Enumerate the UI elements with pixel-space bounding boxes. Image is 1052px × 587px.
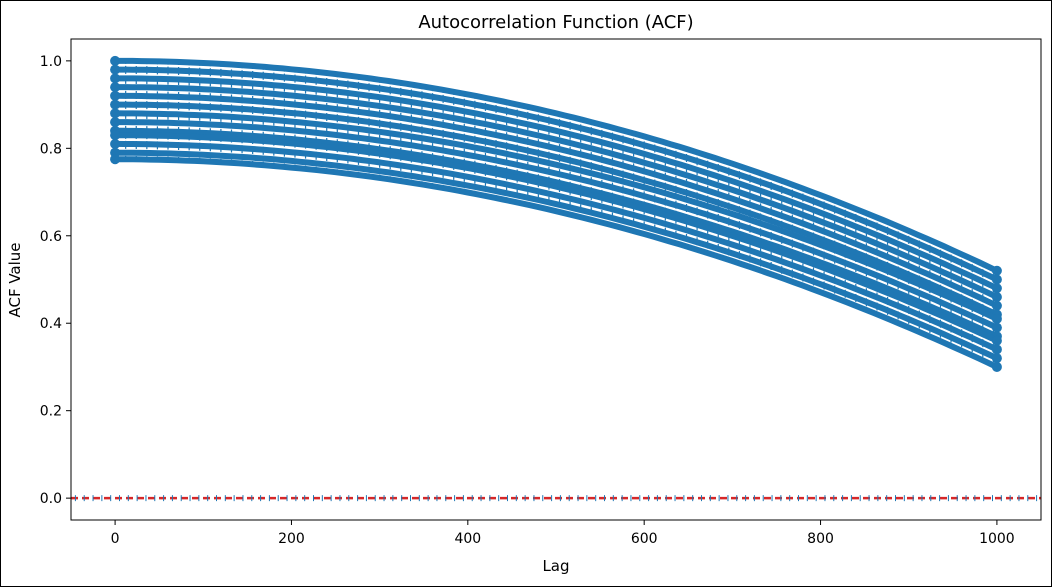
acf-series-line (112, 84, 1000, 300)
acf-start-point (110, 90, 121, 101)
acf-end-point (991, 322, 1002, 333)
acf-series-line (112, 66, 1000, 283)
x-tick-label: 600 (631, 531, 658, 547)
acf-end-point (991, 300, 1002, 311)
y-axis-ticks: 0.0 0.2 0.4 0.6 0.8 1.0 (40, 54, 71, 507)
acf-end-point (991, 283, 1002, 294)
acf-end-point (991, 353, 1002, 364)
acf-series-4 (110, 90, 1002, 311)
acf-series-line (112, 132, 1000, 344)
acf-start-point (110, 154, 121, 165)
acf-start-point (110, 82, 121, 93)
series-layer (110, 55, 1002, 372)
acf-series-line (112, 57, 1000, 274)
acf-series-2 (110, 73, 1002, 294)
acf-series-1 (110, 64, 1002, 285)
y-tick-label: 1.0 (40, 54, 62, 70)
acf-end-point (991, 335, 1002, 346)
x-tick-label: 200 (278, 531, 305, 547)
y-tick-label: 0.0 (40, 491, 62, 507)
acf-start-point (110, 117, 121, 128)
x-tick-label: 400 (454, 531, 481, 547)
x-tick-label: 800 (807, 531, 834, 547)
acf-start-point (110, 55, 121, 66)
acf-series-line (112, 156, 1000, 370)
chart-title: Autocorrelation Function (ACF) (418, 12, 693, 33)
acf-series-line (112, 127, 1000, 340)
acf-start-point (110, 108, 121, 119)
acf-series-line (112, 92, 1000, 309)
acf-start-point (110, 64, 121, 75)
acf-series-line (112, 149, 1000, 362)
acf-start-point (110, 99, 121, 110)
acf-series-line (112, 140, 1000, 353)
acf-series-line (112, 110, 1000, 322)
acf-series-3 (110, 82, 1002, 302)
reference-layer (71, 495, 1041, 502)
acf-end-point (991, 291, 1002, 302)
acf-series-9 (110, 130, 1002, 346)
acf-start-point (110, 130, 121, 141)
acf-end-point (991, 344, 1002, 355)
acf-series-10 (110, 138, 1002, 355)
x-axis-label: Lag (542, 557, 569, 575)
y-tick-label: 0.2 (40, 404, 62, 420)
acf-series-0 (110, 55, 1002, 276)
acf-start-point (110, 73, 121, 84)
y-tick-label: 0.4 (40, 316, 62, 332)
acf-series-line (112, 119, 1000, 331)
y-axis-label: ACF Value (6, 242, 24, 317)
acf-series-7 (110, 117, 1002, 333)
x-axis-ticks: 0 200 400 600 800 1000 (111, 520, 1015, 547)
acf-series-6 (110, 108, 1002, 324)
acf-series-line (112, 75, 1000, 292)
acf-series-line (112, 101, 1000, 318)
x-tick-label: 1000 (979, 531, 1015, 547)
acf-end-point (991, 265, 1002, 276)
y-tick-label: 0.8 (40, 141, 62, 157)
plot-frame (70, 38, 1042, 521)
y-tick-label: 0.6 (40, 229, 62, 245)
acf-series-12 (110, 154, 1002, 372)
acf-start-point (110, 138, 121, 149)
acf-end-point (991, 274, 1002, 285)
acf-end-point (991, 361, 1002, 372)
x-tick-label: 0 (111, 531, 120, 547)
acf-end-point (991, 313, 1002, 324)
